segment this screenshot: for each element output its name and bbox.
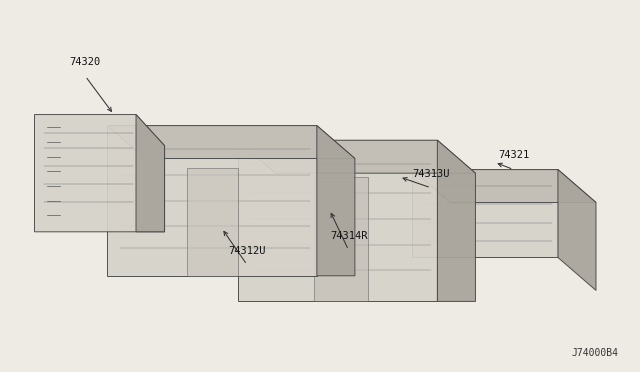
Polygon shape [237,140,437,301]
Polygon shape [558,170,596,291]
Polygon shape [412,170,558,257]
Polygon shape [237,140,476,173]
Polygon shape [317,125,355,276]
Text: J74000B4: J74000B4 [571,348,618,358]
Text: 74314R: 74314R [330,231,367,241]
Polygon shape [314,177,367,301]
Text: 74320: 74320 [70,57,101,67]
Polygon shape [108,125,355,158]
Text: 74321: 74321 [498,150,529,160]
Polygon shape [35,115,164,232]
Text: 74312U: 74312U [228,246,266,256]
Polygon shape [108,125,317,276]
Polygon shape [136,115,164,232]
Polygon shape [412,170,596,202]
Polygon shape [437,140,476,301]
Text: 74313U: 74313U [412,169,450,179]
Polygon shape [187,168,237,276]
